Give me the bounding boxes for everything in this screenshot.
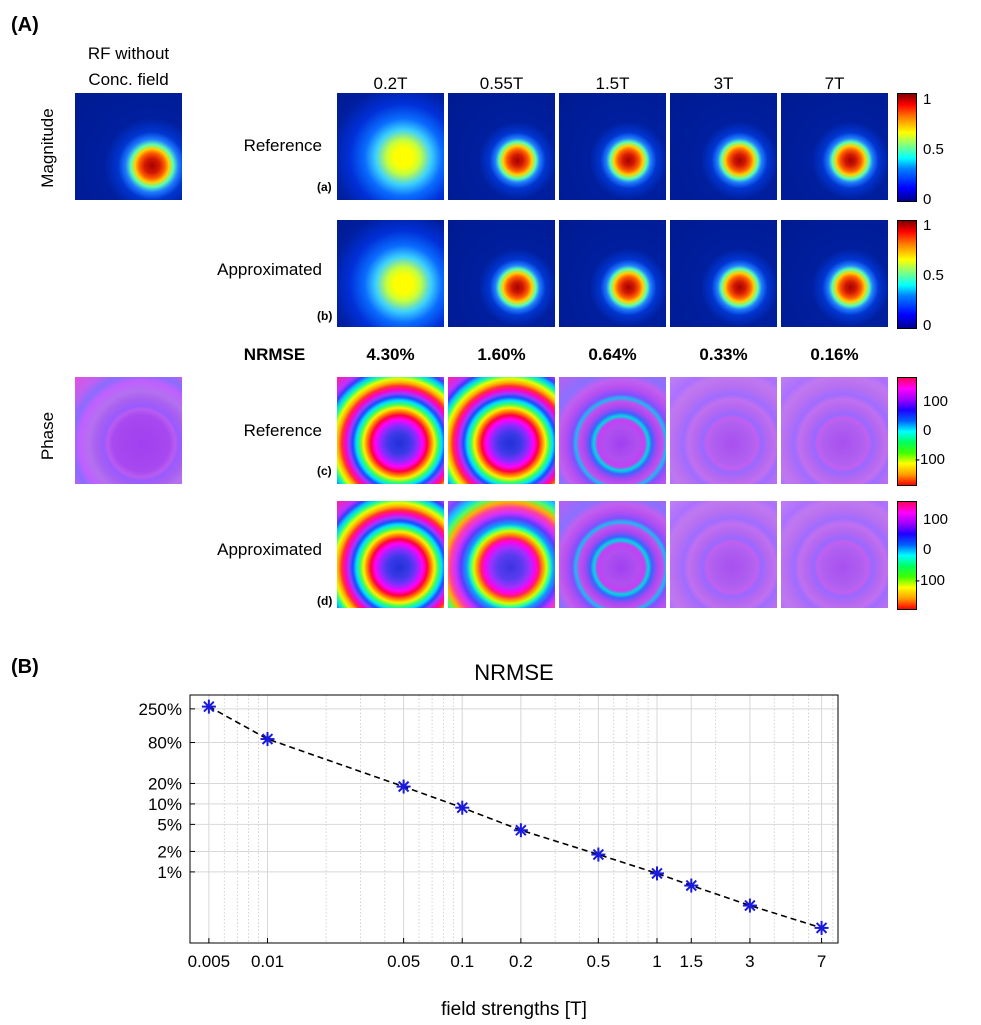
- phase-ref-image-0.55T: [448, 377, 555, 484]
- data-point-0.005T: [201, 699, 216, 714]
- x-tick-label: 1.5: [679, 952, 703, 971]
- x-tick-label: 7: [817, 952, 826, 971]
- row-label-phase-approximated: Approximated: [217, 540, 322, 559]
- data-point-7T: [814, 920, 829, 935]
- nrmse-value-7T: 0.16%: [810, 345, 859, 364]
- data-point-0.2T: [513, 823, 528, 838]
- nrmse-row-label: NRMSE: [243, 345, 306, 364]
- data-point-0.01T: [260, 732, 275, 747]
- data-point-1T: [649, 866, 664, 881]
- row-label-mag-approximated: Approximated: [217, 260, 322, 279]
- phase-ref-image-0.2T: [337, 377, 444, 484]
- sub-label-d: (d): [317, 594, 333, 608]
- chart-title: NRMSE: [474, 660, 553, 685]
- mag-approx-image-1.5T: [559, 220, 666, 327]
- data-point-3T: [742, 898, 757, 913]
- x-tick-label: 0.1: [450, 952, 474, 971]
- rf-title-line2: Conc. field: [88, 70, 169, 89]
- x-tick-label: 0.01: [251, 952, 284, 971]
- phase-approx-image-3T: [670, 501, 777, 608]
- ph-cbar1-tick-100: 100: [923, 393, 949, 410]
- mag-cbar2-tick-0: 0: [923, 317, 932, 334]
- plot-frame: [189, 694, 839, 944]
- sub-label-b: (b): [317, 309, 333, 323]
- nrmse-value-1.5T: 0.64%: [588, 345, 637, 364]
- phase-colorbar-top: [897, 377, 917, 486]
- col-head-3: 3T: [713, 74, 734, 93]
- mag-cbar2-tick-1: 1: [923, 217, 932, 234]
- data-point-0.1T: [455, 800, 470, 815]
- nrmse-value-3T: 0.33%: [699, 345, 748, 364]
- phase-approx-image-1.5T: [559, 501, 666, 608]
- magnitude-label: Magnitude: [38, 108, 57, 188]
- phase-approx-image-0.2T: [337, 501, 444, 608]
- mag-approx-image-0.55T: [448, 220, 555, 327]
- data-point-0.5T: [591, 847, 606, 862]
- x-tick-label: 0.005: [188, 952, 231, 971]
- nrmse-chart: NRMSE field strengths [T] 0.005 0.01 0.05 0…: [139, 660, 839, 1020]
- sub-label-c: (c): [317, 464, 332, 478]
- mag-ref-image-1.5T: [559, 93, 666, 200]
- mag-approx-image-7T: [781, 220, 888, 327]
- ph-cbar2-tick-100: 100: [923, 511, 949, 528]
- mag-cbar2-tick-0.5: 0.5: [923, 267, 944, 284]
- mag-approx-image-0.2T: [337, 220, 444, 327]
- row-label-mag-reference: Reference: [243, 136, 322, 155]
- phase-ref-image-1.5T: [559, 377, 666, 484]
- x-tick-label: 0.5: [587, 952, 611, 971]
- x-tick-label: 3: [745, 952, 754, 971]
- y-tick-label: 5%: [157, 815, 182, 834]
- mag-cbar1-tick-0.5: 0.5: [923, 141, 944, 158]
- panel-b-label: (B): [11, 656, 39, 678]
- ph-cbar2-tick-minus100: -100: [915, 572, 946, 589]
- y-tick-label: 10%: [148, 795, 182, 814]
- data-point-1.5T: [684, 878, 699, 893]
- row-label-phase-reference: Reference: [243, 421, 322, 440]
- phase-ref-image-7T: [781, 377, 888, 484]
- phase-ref-image-3T: [670, 377, 777, 484]
- col-head-2: 1.5T: [595, 74, 630, 93]
- x-tick-label: 0.05: [387, 952, 420, 971]
- x-tick-label: 0.2: [509, 952, 533, 971]
- col-head-0: 0.2T: [373, 74, 408, 93]
- rf-magnitude-image: [75, 93, 182, 200]
- phase-label: Phase: [38, 411, 57, 461]
- nrmse-series-line: [208, 705, 822, 929]
- chart-x-axis-label: field strengths [T]: [441, 999, 587, 1020]
- phase-approx-image-0.55T: [448, 501, 555, 608]
- rf-phase-image: [75, 377, 182, 484]
- y-tick-label: 20%: [148, 774, 182, 793]
- mag-ref-image-0.55T: [448, 93, 555, 200]
- mag-ref-image-0.2T: [337, 93, 444, 200]
- magnitude-colorbar-top: [897, 93, 917, 202]
- magnitude-colorbar-bottom: [897, 220, 917, 329]
- nrmse-value-0.2T: 4.30%: [366, 345, 415, 364]
- data-point-0.05T: [396, 779, 411, 794]
- col-head-1: 0.55T: [479, 74, 524, 93]
- mag-cbar1-tick-1: 1: [923, 91, 932, 108]
- y-tick-label: 1%: [157, 863, 182, 882]
- rf-title-line1: RF without: [87, 44, 170, 63]
- phase-approx-image-7T: [781, 501, 888, 608]
- ph-cbar1-tick-0: 0: [923, 422, 932, 439]
- mag-approx-image-3T: [670, 220, 777, 327]
- y-tick-label: 2%: [157, 842, 182, 861]
- phase-colorbar-bottom: [897, 501, 917, 610]
- x-tick-label: 1: [652, 952, 661, 971]
- ph-cbar1-tick-minus100: -100: [915, 451, 946, 468]
- y-tick-label: 250%: [139, 700, 182, 719]
- panel-a-label: (A): [11, 14, 39, 36]
- y-tick-label: 80%: [148, 734, 182, 753]
- mag-ref-image-3T: [670, 93, 777, 200]
- col-head-4: 7T: [824, 74, 845, 93]
- mag-ref-image-7T: [781, 93, 888, 200]
- ph-cbar2-tick-0: 0: [923, 541, 932, 558]
- mag-cbar1-tick-0: 0: [923, 191, 932, 208]
- sub-label-a: (a): [317, 180, 332, 194]
- nrmse-value-0.55T: 1.60%: [477, 345, 526, 364]
